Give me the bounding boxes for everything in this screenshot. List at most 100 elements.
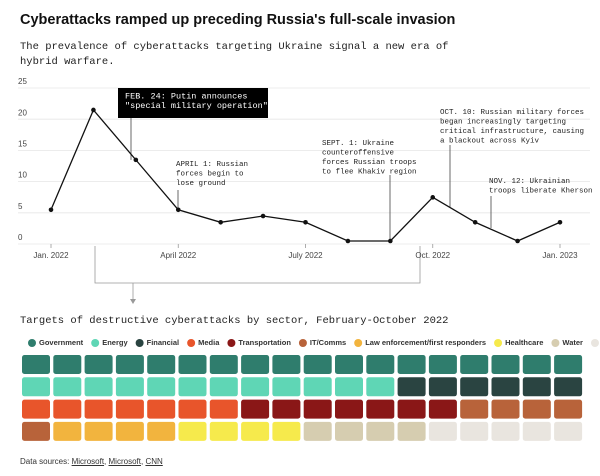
source-text: Data sources:: [20, 457, 70, 466]
legend-swatch: [298, 339, 307, 347]
annotation-text: counteroffensive: [322, 149, 394, 157]
data-point: [260, 213, 266, 219]
bracket: [94, 246, 421, 304]
source-link[interactable]: CNN: [145, 457, 163, 466]
data-point: [472, 219, 478, 225]
waffle-cell: [366, 421, 395, 441]
waffle-cell: [147, 399, 176, 419]
source-link[interactable]: Microsoft: [71, 457, 105, 466]
waffle-cell: [303, 355, 332, 374]
x-tick-label: Oct. 2022: [415, 251, 450, 260]
legend-label: IT/Comms: [310, 338, 346, 347]
title: Cyberattacks ramped up preceding Russia'…: [20, 12, 456, 28]
waffle-cell: [335, 377, 363, 397]
waffle-cell: [53, 355, 82, 374]
waffle-cell: [84, 377, 113, 397]
waffle-cell: [554, 377, 583, 397]
annotation-text: APRIL 1: Russian: [176, 161, 248, 169]
waffle-cell: [366, 399, 395, 419]
waffle-cell: [115, 399, 144, 419]
annotation-text: a blackout across Kyiv: [440, 137, 540, 145]
legend-label: Transportation: [238, 338, 291, 347]
legend-swatch: [590, 339, 599, 347]
waffle-cell: [491, 377, 520, 397]
waffle-cell: [209, 377, 238, 397]
waffle-cell: [209, 355, 238, 374]
waffle-cell: [366, 377, 395, 397]
source-text: ,: [104, 457, 107, 466]
waffle-cell: [491, 399, 520, 419]
waffle-cell: [303, 377, 332, 397]
waffle-title: Targets of destructive cyberattacks by s…: [20, 315, 448, 327]
data-point: [388, 238, 393, 244]
subtitle: The prevalence of cyberattacks targeting…: [20, 41, 449, 68]
data-point: [557, 219, 563, 225]
waffle-cell: [460, 355, 489, 374]
waffle-cell: [22, 355, 50, 374]
waffle-cell: [460, 377, 489, 397]
waffle-cell: [491, 355, 520, 374]
waffle-cell: [366, 355, 395, 374]
waffle-cell: [272, 399, 301, 419]
legend-swatch: [28, 339, 36, 347]
sources: Data sources: Microsoft, Microsoft, CNN: [20, 457, 163, 466]
waffle-cell: [209, 421, 238, 441]
y-tick-label: 15: [18, 140, 27, 149]
annotation-text: NOV. 12: Ukrainian: [489, 178, 570, 186]
source-link[interactable]: Microsoft: [108, 457, 141, 466]
waffle-cell: [428, 421, 457, 441]
waffle-cell: [522, 421, 551, 441]
legend-swatch: [354, 339, 363, 347]
waffle-cell: [147, 377, 176, 397]
waffle-cell: [554, 355, 583, 374]
waffle-cell: [209, 399, 238, 419]
waffle-cell: [178, 421, 207, 441]
legend-label: Media: [198, 338, 220, 347]
data-point: [345, 238, 351, 244]
legend-swatch: [551, 339, 560, 347]
waffle-cell: [272, 377, 301, 397]
waffle-cell: [84, 399, 113, 419]
waffle-cell: [522, 355, 551, 374]
waffle-cell: [53, 377, 82, 397]
waffle-cell: [554, 421, 583, 441]
waffle-cell: [115, 421, 144, 441]
waffle-cell: [460, 399, 489, 419]
annotation-text: SEPT. 1: Ukraine: [322, 140, 394, 148]
x-tick-label: April 2022: [160, 251, 197, 260]
legend-label: Government: [39, 338, 84, 347]
waffle-cell: [147, 355, 176, 374]
waffle-cell: [397, 399, 426, 419]
y-tick-label: 5: [18, 202, 23, 211]
waffle-cell: [178, 355, 207, 374]
waffle-cell: [147, 421, 176, 441]
legend-label: Law enforcement/first responders: [365, 338, 486, 347]
annotation-text: "special military operation": [125, 101, 268, 111]
y-tick-label: 25: [18, 77, 27, 86]
waffle-cell: [84, 421, 113, 441]
waffle-cell: [53, 421, 82, 441]
data-point: [175, 207, 181, 213]
waffle-cell: [241, 421, 270, 441]
waffle-cell: [272, 355, 301, 374]
data-point: [430, 195, 436, 200]
x-tick-label: July 2022: [288, 251, 323, 260]
waffle-cell: [428, 377, 457, 397]
waffle-cell: [241, 399, 270, 419]
annotation-text: to flee Khakiv region: [322, 168, 417, 176]
waffle-cell: [22, 421, 50, 441]
waffle-cell: [115, 355, 144, 374]
data-point: [218, 219, 223, 225]
waffle-cell: [115, 377, 144, 397]
arrow-head: [130, 299, 136, 304]
waffle-cell: [22, 399, 50, 419]
y-tick-label: 20: [18, 108, 27, 117]
waffle-cell: [335, 421, 363, 441]
x-tick-label: Jan. 2023: [542, 251, 578, 260]
legend-swatch: [187, 339, 196, 347]
data-point: [91, 107, 96, 113]
legend-swatch: [91, 339, 100, 347]
waffle-cell: [22, 377, 50, 397]
waffle-cell: [241, 355, 270, 374]
waffle-cell: [178, 377, 207, 397]
